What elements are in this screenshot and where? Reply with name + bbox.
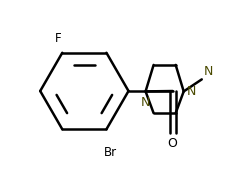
Text: N: N (141, 96, 150, 109)
Text: N: N (203, 65, 213, 78)
Text: F: F (55, 32, 62, 45)
Text: N: N (187, 85, 196, 98)
Text: Br: Br (104, 146, 117, 159)
Text: O: O (168, 137, 178, 150)
